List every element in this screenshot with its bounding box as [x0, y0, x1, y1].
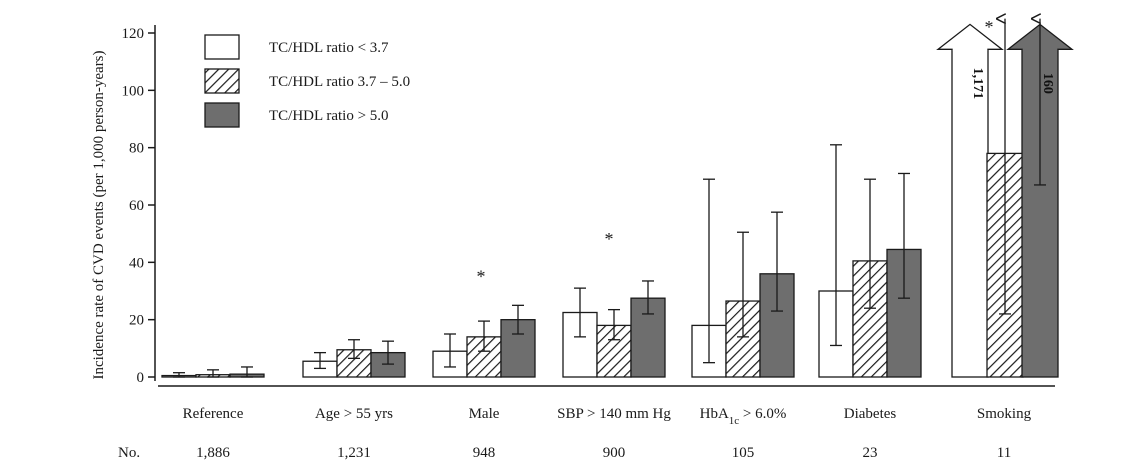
count-value: 23	[863, 445, 878, 460]
y-tick-label: 120	[122, 26, 145, 42]
counts-row-label: No.	[118, 445, 140, 460]
bar-arrow-joint	[952, 46, 988, 51]
axes: 0 20 40 60 80 100 120 Incidence rate of CVD eve…	[91, 25, 1055, 387]
y-tick-label: 0	[137, 370, 145, 386]
count-value: 900	[603, 445, 626, 460]
count-value: 1,231	[337, 445, 371, 460]
x-tick-label: SBP > 140 mm Hg	[557, 406, 671, 422]
y-tick-label: 60	[129, 198, 144, 214]
x-tick-label: HbA1c > 6.0%	[700, 406, 787, 427]
x-tick-label: Male	[469, 406, 500, 422]
bar-value-label: 160	[1040, 73, 1055, 94]
x-tick-label: Smoking	[977, 406, 1032, 422]
x-tick-label: Reference	[183, 406, 244, 422]
bar-value-label: 1,171	[970, 68, 985, 100]
legend: TC/HDL ratio < 3.7 TC/HDL ratio 3.7 – 5.0…	[204, 34, 410, 128]
significance-marker: *	[985, 17, 994, 37]
y-tick-label: 40	[129, 255, 144, 271]
legend-label: TC/HDL ratio > 5.0	[269, 108, 389, 124]
significance-marker: *	[605, 229, 614, 249]
legend-swatch	[204, 34, 240, 60]
legend-swatch	[204, 68, 240, 94]
x-tick-label: Age > 55 yrs	[315, 406, 393, 422]
significance-marker: *	[477, 266, 486, 286]
count-value: 105	[732, 445, 755, 460]
count-value: 1,886	[196, 445, 230, 460]
count-value: 11	[997, 445, 1011, 460]
y-tick-label: 100	[122, 83, 145, 99]
legend-label: TC/HDL ratio 3.7 – 5.0	[269, 74, 410, 90]
y-tick-label: 80	[129, 141, 144, 157]
labels: Reference 1,886 Age > 55 yrs 1,231 Male 948 SB…	[118, 17, 1055, 460]
x-tick-label: Diabetes	[844, 406, 897, 422]
error-bars	[173, 19, 1046, 378]
count-value: 948	[473, 445, 496, 460]
legend-label: TC/HDL ratio < 3.7	[269, 40, 389, 56]
legend-swatch	[204, 102, 240, 128]
y-axis-title: Incidence rate of CVD events (per 1,000 …	[91, 50, 107, 379]
y-tick-label: 20	[129, 313, 144, 329]
